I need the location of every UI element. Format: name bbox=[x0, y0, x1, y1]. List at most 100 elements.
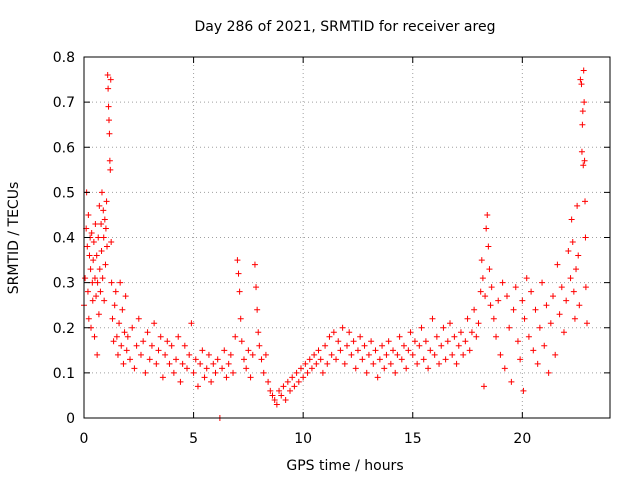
data-point bbox=[414, 360, 421, 367]
chart-title: Day 286 of 2021, SRMTID for receiver are… bbox=[195, 19, 496, 35]
data-point bbox=[583, 320, 590, 327]
data-point bbox=[416, 342, 423, 349]
data-point bbox=[214, 356, 221, 363]
data-point bbox=[350, 338, 357, 345]
data-point bbox=[359, 356, 366, 363]
data-point bbox=[151, 320, 158, 327]
data-point bbox=[117, 279, 124, 286]
data-point bbox=[438, 342, 445, 349]
data-point bbox=[311, 351, 318, 358]
data-point bbox=[237, 315, 244, 322]
data-point bbox=[543, 302, 550, 309]
data-point bbox=[306, 356, 313, 363]
x-axis-label: GPS time / hours bbox=[286, 458, 403, 474]
y-tick-label: 0.1 bbox=[53, 366, 75, 382]
data-point bbox=[107, 166, 114, 173]
y-axis-label: SRMTID / TECUs bbox=[6, 182, 22, 295]
data-point bbox=[565, 248, 572, 255]
data-point bbox=[485, 243, 492, 250]
y-tick-label: 0.5 bbox=[53, 185, 75, 201]
data-point bbox=[479, 275, 486, 282]
data-point bbox=[536, 324, 543, 331]
data-point bbox=[93, 252, 100, 259]
data-point bbox=[302, 360, 309, 367]
data-point bbox=[105, 117, 112, 124]
data-point bbox=[133, 342, 140, 349]
data-point bbox=[284, 378, 291, 385]
data-point bbox=[576, 302, 583, 309]
data-point bbox=[581, 99, 588, 106]
data-point bbox=[582, 198, 589, 205]
data-point bbox=[157, 333, 164, 340]
data-point bbox=[567, 275, 574, 282]
data-point bbox=[201, 374, 208, 381]
data-point bbox=[577, 76, 584, 83]
data-point bbox=[96, 202, 103, 209]
data-point bbox=[396, 333, 403, 340]
data-point bbox=[422, 338, 429, 345]
data-point bbox=[90, 257, 97, 264]
data-point bbox=[203, 365, 210, 372]
data-point bbox=[230, 369, 237, 376]
data-point bbox=[466, 347, 473, 354]
data-point bbox=[394, 351, 401, 358]
data-point bbox=[240, 356, 247, 363]
data-point bbox=[120, 360, 127, 367]
data-point bbox=[579, 108, 586, 115]
data-point bbox=[98, 189, 105, 196]
data-point bbox=[475, 320, 482, 327]
data-point bbox=[181, 342, 188, 349]
data-point bbox=[539, 279, 546, 286]
data-point bbox=[560, 329, 567, 336]
data-point bbox=[354, 347, 361, 354]
data-point bbox=[110, 338, 117, 345]
data-point bbox=[447, 320, 454, 327]
data-point bbox=[86, 252, 93, 259]
data-point bbox=[370, 360, 377, 367]
data-point bbox=[186, 351, 193, 358]
data-point bbox=[119, 306, 126, 313]
data-point bbox=[464, 315, 471, 322]
data-point bbox=[455, 342, 462, 349]
data-point bbox=[127, 356, 134, 363]
data-point bbox=[473, 333, 480, 340]
data-point bbox=[255, 329, 262, 336]
y-tick-label: 0.6 bbox=[53, 140, 75, 156]
data-point bbox=[319, 369, 326, 376]
data-point bbox=[499, 279, 506, 286]
data-point bbox=[506, 324, 513, 331]
y-tick-label: 0.8 bbox=[53, 50, 75, 66]
data-point bbox=[249, 351, 256, 358]
data-point bbox=[482, 293, 489, 300]
data-point bbox=[199, 347, 206, 354]
data-point bbox=[105, 103, 112, 110]
data-point bbox=[146, 356, 153, 363]
data-point bbox=[153, 360, 160, 367]
data-point bbox=[451, 333, 458, 340]
data-point bbox=[383, 351, 390, 358]
data-point bbox=[339, 324, 346, 331]
data-point bbox=[94, 279, 101, 286]
data-point bbox=[164, 338, 171, 345]
data-point bbox=[238, 338, 245, 345]
data-point bbox=[103, 198, 110, 205]
data-point bbox=[92, 220, 99, 227]
data-point bbox=[534, 360, 541, 367]
data-point bbox=[148, 342, 155, 349]
data-point bbox=[457, 329, 464, 336]
data-point bbox=[170, 369, 177, 376]
data-point bbox=[493, 333, 500, 340]
data-point bbox=[433, 333, 440, 340]
data-point bbox=[381, 365, 388, 372]
data-point bbox=[91, 333, 98, 340]
data-point bbox=[368, 338, 375, 345]
data-point bbox=[232, 333, 239, 340]
data-point bbox=[425, 365, 432, 372]
data-point bbox=[510, 306, 517, 313]
x-tick-label: 10 bbox=[294, 431, 312, 447]
data-point bbox=[352, 365, 359, 372]
data-point bbox=[258, 356, 265, 363]
y-tick-label: 0.4 bbox=[53, 231, 75, 247]
data-points bbox=[81, 67, 590, 421]
